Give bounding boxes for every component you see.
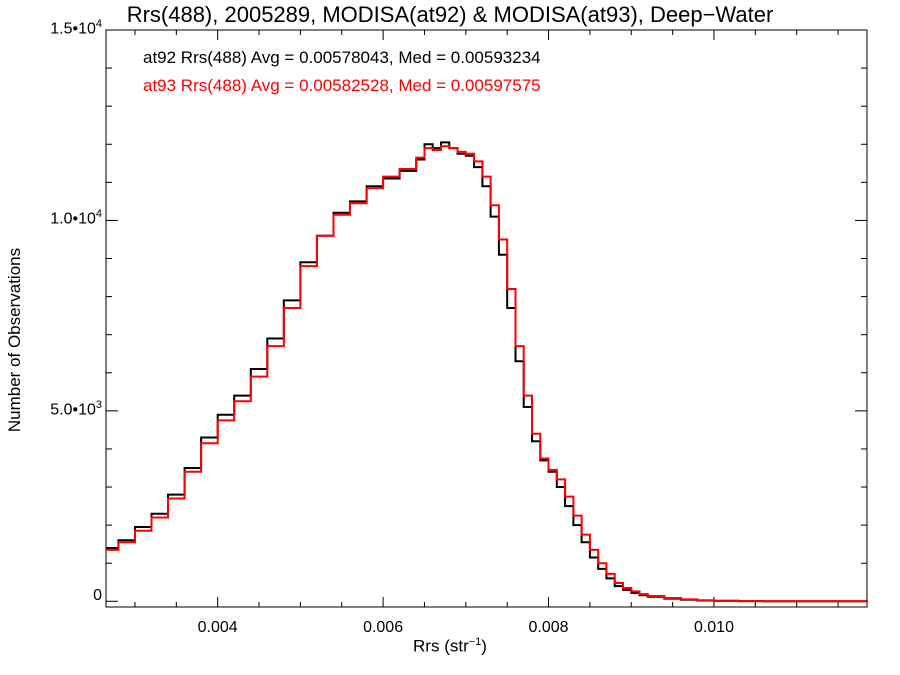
plot-frame <box>105 29 868 608</box>
y-tick-label-base: 0 <box>93 587 102 605</box>
chart-title: Rrs(488), 2005289, MODISA(at92) & MODISA… <box>126 2 774 27</box>
y-tick-label-base: 1.5•10 <box>50 20 96 38</box>
y-tick-label: 1.0•104 <box>2 208 102 228</box>
legend-at93: at93 Rrs(488) Avg = 0.00582528, Med = 0.… <box>143 76 541 95</box>
x-axis-label-main: Rrs (str <box>413 636 469 656</box>
series-0-line <box>106 141 868 603</box>
x-tick-label: 0.004 <box>197 619 238 636</box>
x-axis-label-close: ) <box>481 636 487 656</box>
y-tick-label: 5.0•103 <box>2 399 102 419</box>
y-tick-label-base: 5.0•10 <box>50 401 96 419</box>
y-tick-label: 1.5•104 <box>2 18 102 38</box>
series-1-line <box>106 145 868 603</box>
y-tick-label-exponent: 3 <box>95 398 102 411</box>
y-tick-label-exponent: 4 <box>95 18 102 30</box>
legend-at92: at92 Rrs(488) Avg = 0.00578043, Med = 0.… <box>143 48 541 67</box>
y-tick-label-base: 1.0•10 <box>50 210 96 228</box>
x-tick-label: 0.008 <box>528 619 569 636</box>
y-tick-label: 0 <box>2 587 102 605</box>
x-axis-label: Rrs (str−1) <box>0 636 900 657</box>
x-tick-label: 0.010 <box>693 619 734 636</box>
x-tick-label: 0.006 <box>363 619 404 636</box>
x-axis-label-exponent: −1 <box>468 636 482 648</box>
y-tick-label-exponent: 4 <box>95 208 102 221</box>
